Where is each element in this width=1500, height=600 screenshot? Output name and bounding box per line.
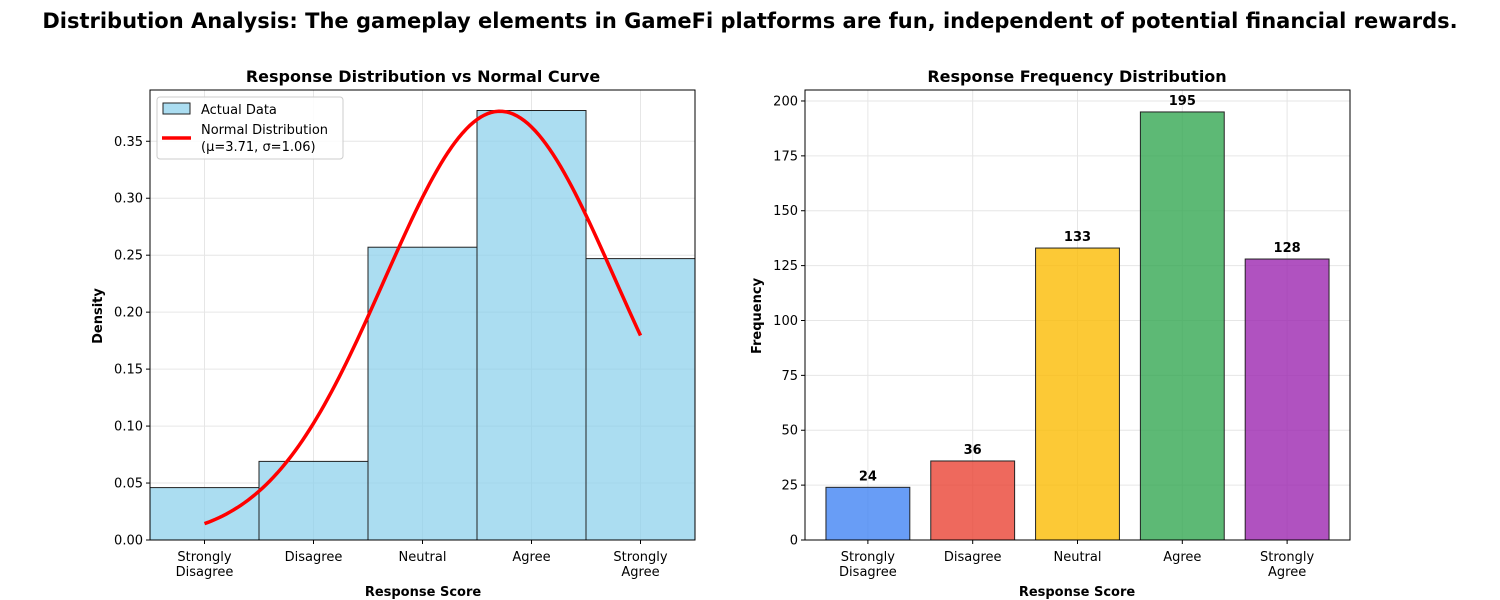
density-legend: Actual Data Normal Distribution (μ=3.71, σ… bbox=[156, 96, 344, 160]
density-bar bbox=[585, 258, 696, 541]
frequency-chart-title: Response Frequency Distribution bbox=[927, 67, 1226, 86]
frequency-xtick-label: Agree bbox=[1163, 550, 1201, 565]
density-xtick-label: Disagree bbox=[285, 550, 343, 565]
frequency-value-label: 128 bbox=[1274, 241, 1301, 256]
frequency-bar bbox=[1139, 111, 1225, 541]
frequency-chart-ylabel: Frequency bbox=[750, 277, 765, 354]
frequency-yticks: 0 25 50 75 100 125 150 175 200 bbox=[773, 94, 805, 549]
frequency-ytick-label: 75 bbox=[781, 369, 798, 384]
density-chart-ylabel: Density bbox=[91, 288, 106, 344]
frequency-value-label: 24 bbox=[859, 469, 877, 484]
density-ytick-label: 0.05 bbox=[114, 477, 143, 492]
frequency-value-label: 36 bbox=[964, 443, 982, 458]
density-ytick-label: 0.15 bbox=[114, 363, 143, 378]
normal-curve-line bbox=[203, 109, 643, 526]
density-ytick-label: 0.20 bbox=[114, 306, 143, 321]
density-ytick-label: 0.35 bbox=[114, 135, 143, 150]
frequency-ytick-label: 175 bbox=[773, 149, 798, 164]
frequency-bars: 24 36 133 195 128 bbox=[825, 94, 1330, 541]
frequency-chart-xlabel: Response Score bbox=[1019, 585, 1136, 600]
density-xtick-label: Agree bbox=[512, 550, 550, 565]
frequency-ytick-label: 50 bbox=[781, 424, 798, 439]
legend-actual-data-label: Actual Data bbox=[201, 103, 277, 118]
density-chart-xlabel: Response Score bbox=[365, 585, 482, 600]
density-bar bbox=[149, 487, 260, 541]
frequency-bar bbox=[1244, 258, 1330, 541]
frequency-bar bbox=[930, 460, 1016, 541]
density-xtick-label: Strongly Disagree bbox=[176, 550, 234, 580]
frequency-ytick-label: 125 bbox=[773, 259, 798, 274]
density-ytick-label: 0.10 bbox=[114, 420, 143, 435]
density-ytick-label: 0.30 bbox=[114, 192, 143, 207]
density-bar bbox=[367, 246, 478, 541]
density-yticks: 0.00 0.05 0.10 0.15 0.20 0.25 0.30 0.35 bbox=[114, 135, 150, 549]
frequency-bar bbox=[1035, 247, 1120, 541]
frequency-xtick-label: Disagree bbox=[944, 550, 1002, 565]
legend-normal-label: Normal Distribution (μ=3.71, σ=1.06) bbox=[201, 123, 328, 155]
frequency-ytick-label: 100 bbox=[773, 314, 798, 329]
density-bar bbox=[476, 110, 587, 541]
figure-title: Distribution Analysis: The gameplay elem… bbox=[42, 9, 1457, 33]
frequency-xtick-label: Neutral bbox=[1054, 550, 1102, 565]
density-xticks: Strongly Disagree Disagree Neutral Agree Stro… bbox=[176, 540, 668, 580]
frequency-xticks: Strongly Disagree Disagree Neutral Agree Stro… bbox=[839, 540, 1314, 580]
frequency-bar bbox=[825, 486, 911, 541]
frequency-xtick-label: Strongly Disagree bbox=[839, 550, 897, 580]
frequency-value-label: 133 bbox=[1064, 230, 1091, 245]
frequency-chart: Response Frequency Distribution Response… bbox=[750, 67, 1351, 600]
legend-bar-swatch bbox=[162, 102, 191, 115]
density-chart-title: Response Distribution vs Normal Curve bbox=[246, 67, 600, 86]
frequency-xtick-label: Strongly Agree bbox=[1260, 550, 1314, 580]
density-xtick-label: Neutral bbox=[399, 550, 447, 565]
density-chart: Response Distribution vs Normal Curve Re… bbox=[91, 67, 696, 600]
frequency-value-label: 195 bbox=[1169, 94, 1196, 109]
frequency-ytick-label: 25 bbox=[781, 479, 798, 494]
legend-frame bbox=[156, 96, 344, 160]
density-ytick-label: 0.25 bbox=[114, 249, 143, 264]
frequency-ytick-label: 150 bbox=[773, 204, 798, 219]
density-ytick-label: 0.00 bbox=[114, 534, 143, 549]
frequency-ytick-label: 0 bbox=[790, 534, 798, 549]
density-xtick-label: Strongly Agree bbox=[613, 550, 667, 580]
frequency-ytick-label: 200 bbox=[773, 94, 798, 109]
